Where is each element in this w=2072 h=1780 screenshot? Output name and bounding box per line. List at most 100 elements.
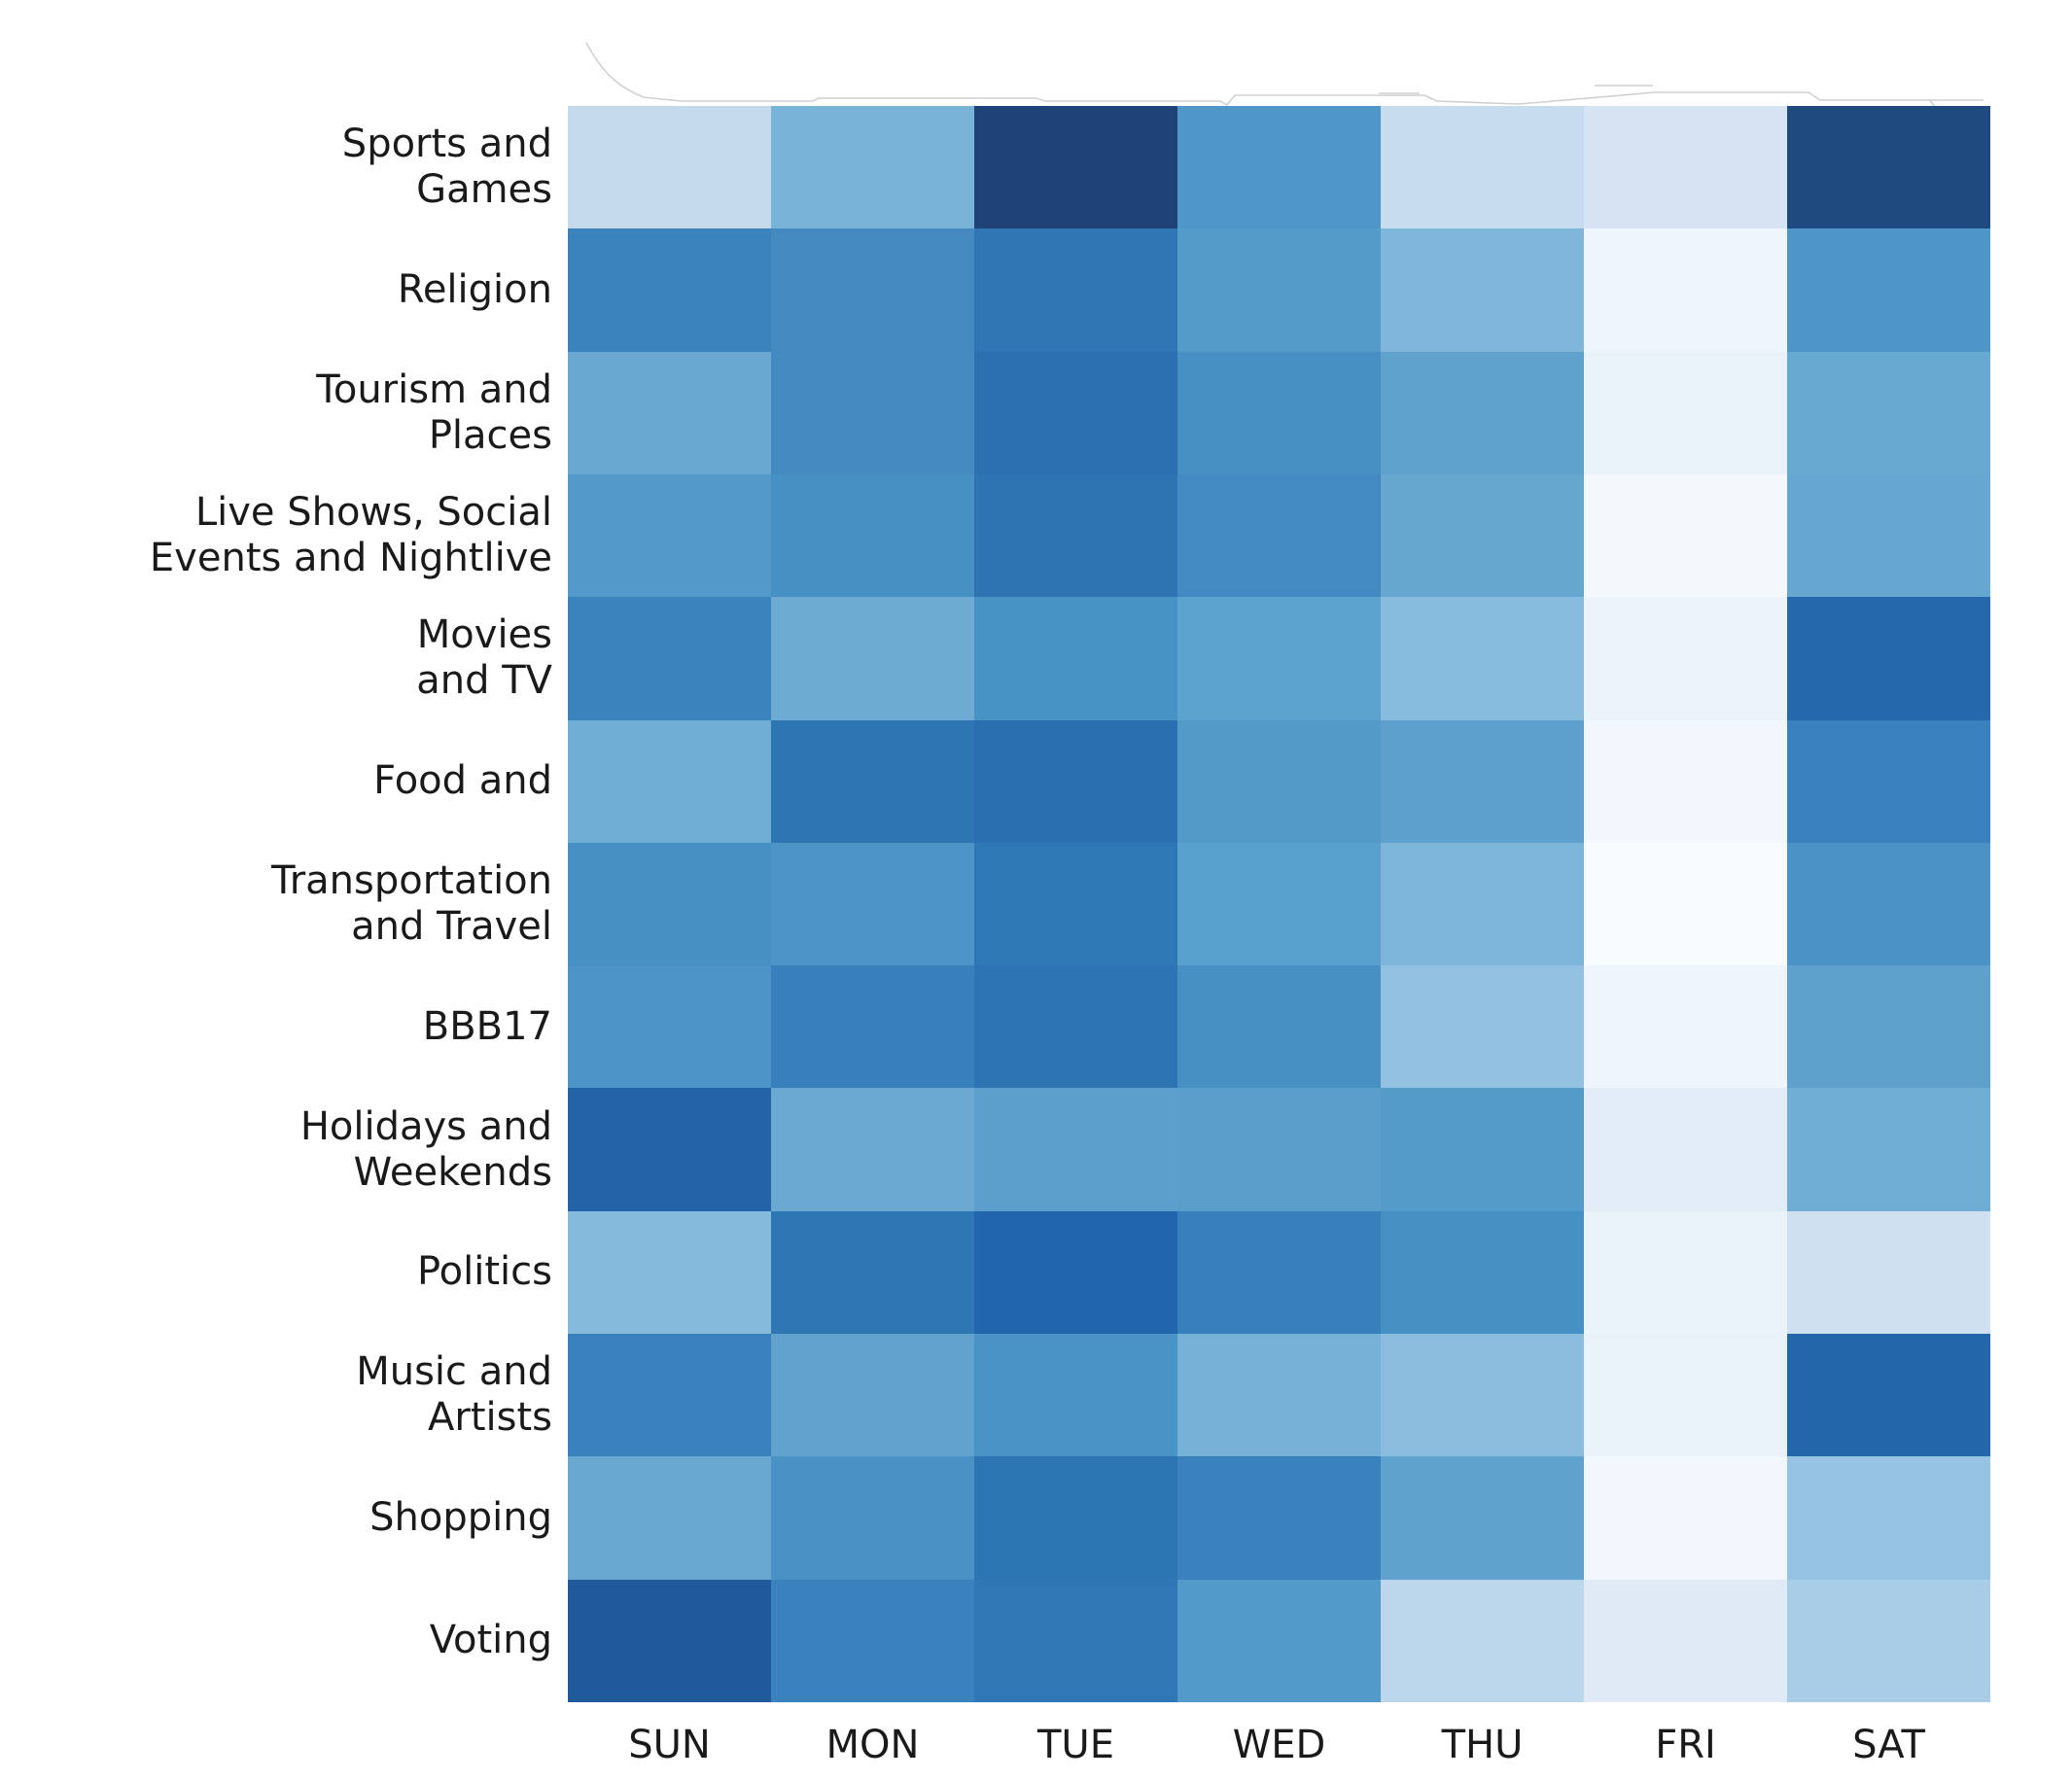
y-label: BBB17: [422, 1003, 552, 1049]
heatmap-cell: [974, 965, 1177, 1089]
heatmap-cell: [974, 351, 1177, 474]
y-label: Sports and Games: [341, 122, 552, 213]
heatmap-cell: [1584, 965, 1787, 1089]
heatmap-cell: [1787, 597, 1990, 720]
heatmap-cell: [568, 719, 771, 843]
heatmap-cell: [568, 228, 771, 352]
y-label: Religion: [397, 266, 552, 312]
heatmap-cell: [771, 228, 974, 352]
heatmap-cell: [1584, 473, 1787, 598]
y-label: Voting: [429, 1618, 552, 1663]
x-label: SUN: [628, 1723, 711, 1767]
heatmap-cell: [1177, 597, 1381, 720]
heatmap-cell: [771, 842, 974, 966]
heatmap-cell: [1381, 1456, 1584, 1580]
heatmap-cell: [1584, 719, 1787, 843]
heatmap-cell: [974, 1210, 1177, 1335]
heatmap-cell: [974, 842, 1177, 966]
heatmap-cell: [568, 842, 771, 966]
heatmap-cell: [1584, 106, 1787, 229]
heatmap-cell: [568, 1334, 771, 1457]
heatmap-cell: [1584, 597, 1787, 720]
heatmap-cell: [1177, 1088, 1381, 1211]
heatmap-cell: [1787, 1334, 1990, 1457]
heatmap-cell: [1584, 842, 1787, 966]
heatmap-cell: [771, 719, 974, 843]
heatmap-cell: [1584, 1088, 1787, 1211]
heatmap-cell: [1177, 719, 1381, 843]
heatmap-cell: [974, 1088, 1177, 1211]
heatmap-cell: [568, 965, 771, 1089]
heatmap-cell: [1381, 473, 1584, 598]
heatmap-cell: [974, 228, 1177, 352]
heatmap-cell: [568, 351, 771, 474]
heatmap-cell: [1584, 1210, 1787, 1335]
heatmap-cell: [771, 1456, 974, 1580]
heatmap-cell: [568, 1088, 771, 1211]
x-label: FRI: [1655, 1723, 1716, 1767]
x-label: SAT: [1852, 1723, 1925, 1767]
y-label: Holidays and Weekends: [299, 1103, 552, 1195]
y-label: Movies and TV: [416, 612, 552, 704]
heatmap-grid: [568, 106, 1990, 1702]
heatmap-cell: [771, 351, 974, 474]
heatmap-cell: [1381, 228, 1584, 352]
heatmap-cell: [1381, 1088, 1584, 1211]
heatmap-cell: [1381, 597, 1584, 720]
heatmap-cell: [1381, 106, 1584, 229]
heatmap-cell: [974, 1456, 1177, 1580]
heatmap-cell: [1787, 473, 1990, 598]
heatmap-cell: [1787, 1579, 1990, 1702]
heatmap-cell: [1177, 106, 1381, 229]
y-label: Transportation and Travel: [271, 857, 552, 949]
heatmap-cell: [1177, 1456, 1381, 1580]
y-axis-labels: Sports and Games Religion Tourism and Plac…: [0, 106, 552, 1702]
heatmap-cell: [974, 106, 1177, 229]
y-label: Live Shows, Social Events and Nightlive: [149, 490, 552, 581]
heatmap-cell: [1381, 351, 1584, 474]
heatmap-cell: [771, 965, 974, 1089]
heatmap-cell: [1787, 106, 1990, 229]
y-label: Shopping: [369, 1494, 552, 1540]
heatmap-cell: [568, 1210, 771, 1335]
heatmap-cell: [1381, 842, 1584, 966]
heatmap-cell: [1787, 1456, 1990, 1580]
heatmap-cell: [1177, 842, 1381, 966]
heatmap-cell: [1787, 228, 1990, 352]
heatmap-cell: [771, 473, 974, 598]
x-label: TUE: [1037, 1723, 1114, 1767]
heatmap-cell: [1584, 351, 1787, 474]
heatmap-cell: [1177, 965, 1381, 1089]
heatmap-cell: [1381, 719, 1584, 843]
heatmap-cell: [568, 597, 771, 720]
heatmap-cell: [1177, 1579, 1381, 1702]
heatmap-cell: [1584, 1579, 1787, 1702]
heatmap-cell: [1381, 965, 1584, 1089]
heatmap-cell: [771, 1088, 974, 1211]
y-label: Food and: [373, 758, 552, 804]
heatmap-cell: [1177, 1334, 1381, 1457]
heatmap-cell: [1177, 473, 1381, 598]
heatmap-cell: [568, 1456, 771, 1580]
heatmap-cell: [1381, 1579, 1584, 1702]
x-axis-labels: SUN MON TUE WED THU FRI SAT: [568, 1723, 1990, 1771]
heatmap-cell: [1787, 351, 1990, 474]
heatmap-cell: [1177, 351, 1381, 474]
heatmap-cell: [568, 473, 771, 598]
heatmap-cell: [771, 597, 974, 720]
heatmap-cell: [974, 719, 1177, 843]
y-label: Politics: [416, 1249, 552, 1295]
x-label: THU: [1441, 1723, 1524, 1767]
heatmap-cell: [1787, 842, 1990, 966]
heatmap-cell: [1787, 965, 1990, 1089]
heatmap-cell: [568, 106, 771, 229]
heatmap-cell: [771, 106, 974, 229]
heatmap-cell: [974, 597, 1177, 720]
x-label: MON: [825, 1723, 920, 1767]
heatmap-cell: [1584, 228, 1787, 352]
heatmap-cell: [1787, 1210, 1990, 1335]
heatmap-cell: [974, 473, 1177, 598]
x-label: WED: [1232, 1723, 1326, 1767]
heatmap-cell: [771, 1579, 974, 1702]
